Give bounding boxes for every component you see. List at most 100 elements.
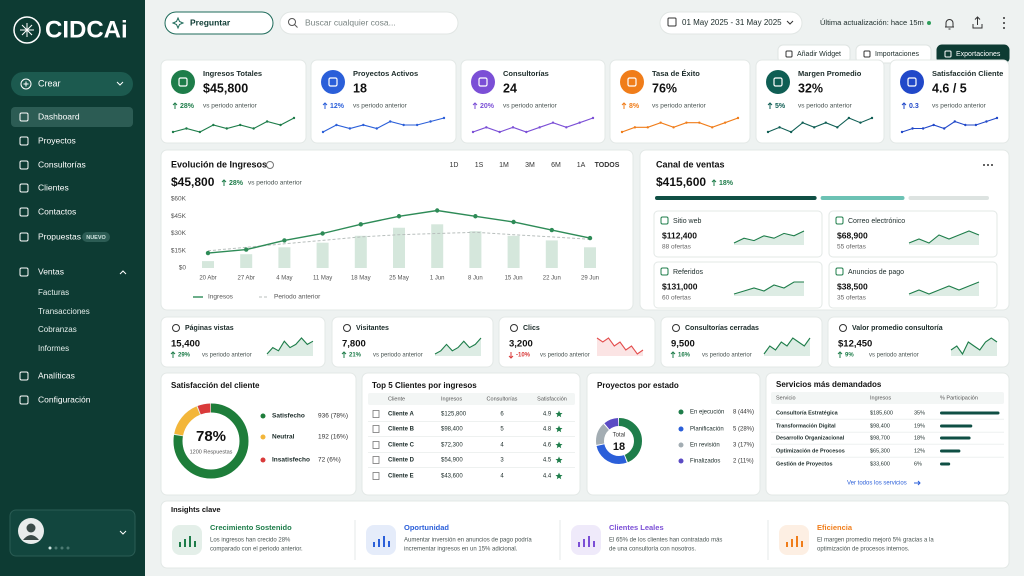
kpi-icon-glyph — [627, 77, 637, 87]
column-header: Consultorías — [487, 396, 518, 402]
kpi-icon — [171, 70, 195, 94]
star-icon — [555, 441, 563, 449]
kpi-title: Satisfacción Cliente — [932, 69, 1003, 78]
kpi-value: 32% — [798, 81, 823, 95]
search-icon-handle — [294, 24, 298, 28]
sparkline-point — [171, 130, 175, 134]
subnav-label: Transacciones — [38, 307, 90, 316]
kpi-icon-glyph — [178, 77, 188, 87]
nav-label: Dashboard — [38, 111, 80, 121]
sparkline-point — [198, 130, 202, 134]
channel-offers: 60 ofertas — [662, 295, 692, 302]
services-card — [765, 372, 1010, 496]
metric-note: vs periodo anterior — [202, 353, 252, 359]
range-label: 3M — [525, 162, 535, 169]
legend-value: 2 (11%) — [733, 459, 754, 465]
bar — [584, 247, 596, 268]
bar — [316, 242, 329, 268]
insight-icon — [373, 536, 390, 547]
client-rating: 4.9 — [543, 412, 552, 418]
donut-segment — [596, 418, 642, 464]
menu-dot — [1003, 22, 1005, 24]
legend-label: En revisión — [690, 443, 720, 449]
kpi-note: vs periodo anterior — [203, 103, 258, 110]
metric-card — [498, 316, 656, 368]
sparkline-point — [415, 123, 419, 127]
share-bar — [940, 436, 971, 440]
sparkline-point — [375, 127, 378, 130]
ask-button[interactable] — [164, 11, 274, 35]
bell-icon[interactable] — [945, 19, 954, 30]
sparkline-point — [498, 130, 501, 134]
trend-arrow — [901, 102, 907, 109]
action-label: Exportaciones — [956, 51, 1001, 58]
sparkline-point — [389, 120, 392, 123]
nav-label: Configuración — [38, 394, 91, 404]
bar — [431, 224, 444, 268]
sparkline-point — [766, 130, 770, 134]
metric-title: Consultorías cerradas — [685, 325, 759, 332]
user-box[interactable] — [9, 509, 136, 557]
ask-label: Preguntar — [190, 17, 231, 27]
sparkline-point — [900, 130, 904, 134]
kpi-card — [609, 59, 751, 144]
chevron — [119, 530, 127, 535]
sparkline-point — [239, 123, 242, 127]
sparkline-point — [551, 121, 555, 124]
legend-value: 72 (6%) — [318, 457, 341, 464]
service-share: 19% — [914, 423, 925, 429]
client-consultations: 5 — [500, 427, 504, 433]
table-header — [771, 392, 1004, 404]
x-tick-label: 4 May — [276, 276, 292, 282]
pager-dot — [48, 546, 52, 550]
channel-offers: 88 ofertas — [662, 244, 692, 251]
metric-value: $12,450 — [838, 339, 872, 350]
channel-value: $68,900 — [837, 230, 868, 240]
logo-icon — [13, 16, 41, 44]
sparkline-point — [185, 127, 188, 130]
insight-text: Aumentar inversión en anuncios de pago p… — [404, 538, 532, 544]
channels-change: 18% — [719, 180, 734, 187]
y-tick-label: $45K — [171, 213, 187, 220]
x-tick-label: 1 Jun — [430, 276, 445, 282]
nav-item[interactable] — [11, 262, 133, 282]
info-icon — [266, 161, 274, 169]
service-revenue: $98,700 — [870, 435, 890, 441]
client-revenue: $125,800 — [441, 412, 467, 418]
sparkline — [172, 117, 295, 133]
sparkline-point — [362, 123, 365, 127]
progress-segment — [820, 196, 905, 200]
channel-icon — [835, 216, 844, 225]
star-icon — [555, 472, 563, 480]
star-icon — [555, 456, 563, 464]
date-picker[interactable] — [659, 11, 803, 35]
channel-card — [653, 210, 823, 258]
insight-text: comparado con el periodo anterior. — [210, 547, 303, 553]
bar — [469, 231, 482, 268]
sparkline-point — [348, 127, 352, 130]
channel-value: $112,400 — [662, 230, 697, 240]
chevron — [116, 81, 124, 86]
create-label: Crear — [38, 78, 61, 88]
create-button[interactable] — [11, 72, 133, 96]
legend-label: Satisfecho — [272, 413, 305, 420]
legend-dot — [678, 409, 684, 415]
x-tick-label: 25 May — [389, 276, 409, 282]
sparkline-area — [597, 338, 643, 356]
sparkline-point — [778, 126, 781, 129]
y-tick-label: $30K — [171, 230, 187, 237]
column-header: Ingresos — [441, 396, 462, 402]
sparkline-point — [685, 121, 688, 124]
share-icon[interactable] — [972, 16, 983, 29]
nav-item[interactable] — [11, 178, 133, 198]
sparkline-point — [279, 123, 282, 127]
channel-icon — [660, 267, 669, 276]
pager-dot — [60, 546, 64, 550]
kpi-value: $45,800 — [203, 81, 248, 95]
sparkline-point — [711, 126, 714, 129]
line-point — [282, 238, 287, 243]
x-tick-label: 29 Jun — [581, 276, 599, 282]
service-name: Gestión de Proyectos — [776, 461, 833, 467]
sparkline-point — [511, 126, 515, 129]
search-box[interactable] — [279, 11, 459, 35]
